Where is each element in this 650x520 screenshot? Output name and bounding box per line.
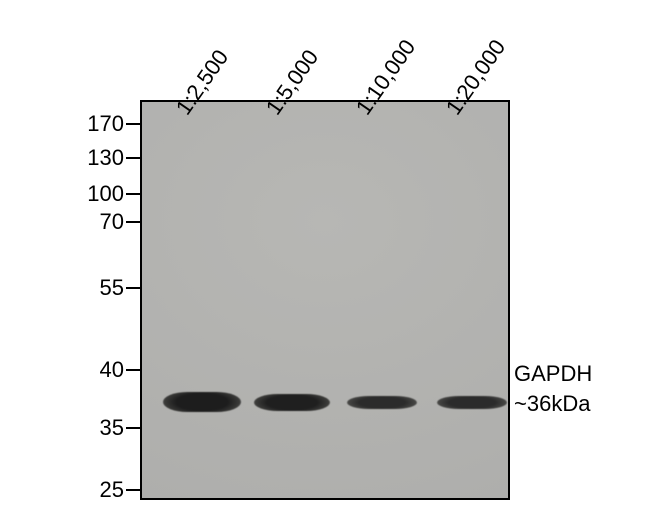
blot-background [142, 102, 508, 498]
right-label: GAPDH [514, 361, 592, 387]
mw-tick [126, 193, 142, 195]
mw-tick [126, 287, 142, 289]
mw-tick [126, 369, 142, 371]
right-label: ~36kDa [514, 391, 590, 417]
band [163, 392, 241, 412]
band [254, 394, 330, 411]
mw-tick [126, 157, 142, 159]
mw-tick [126, 221, 142, 223]
band [437, 396, 507, 409]
mw-tick [126, 427, 142, 429]
blot-area: 17013010070554035251:2,5001:5,0001:10,00… [140, 100, 510, 500]
mw-tick [126, 489, 142, 491]
band [347, 396, 417, 409]
mw-tick [126, 123, 142, 125]
figure-container: 17013010070554035251:2,5001:5,0001:10,00… [0, 0, 650, 520]
